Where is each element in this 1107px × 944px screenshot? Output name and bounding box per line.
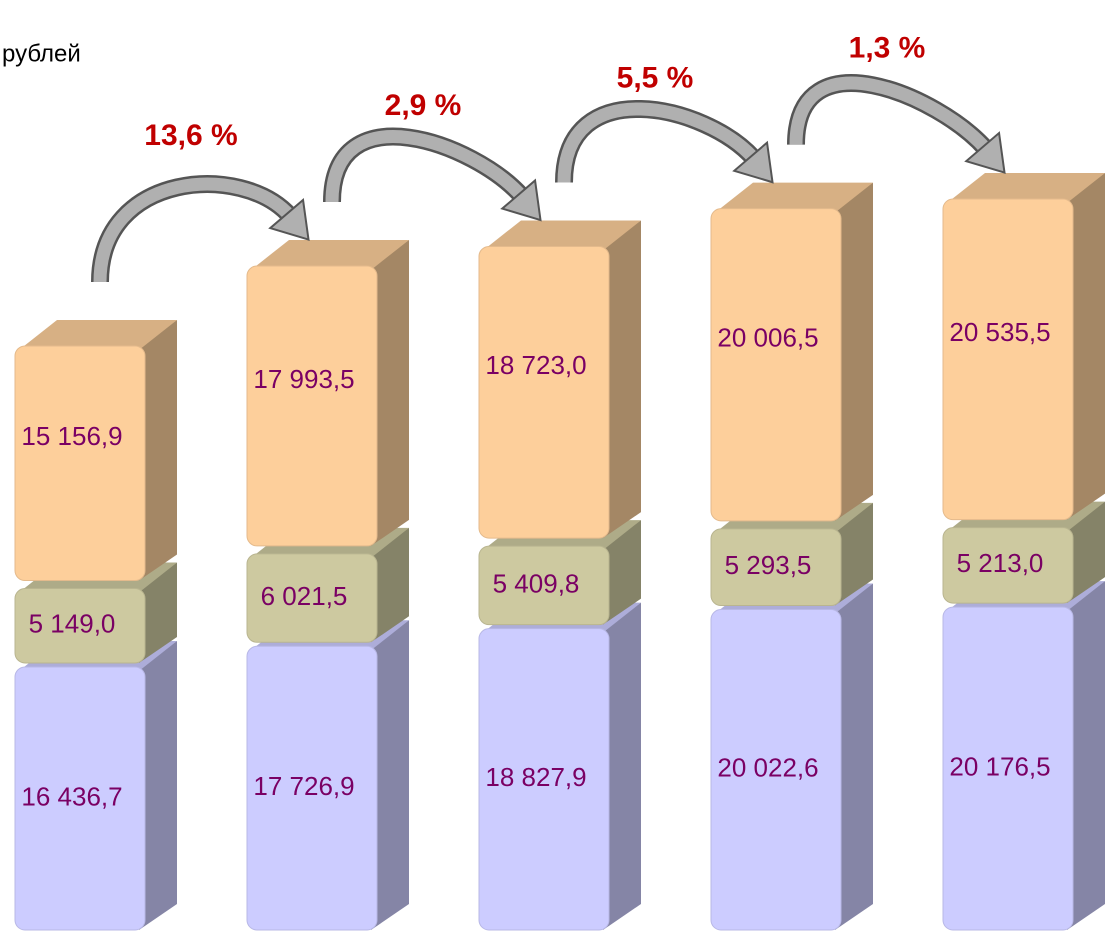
bar-side (835, 583, 873, 930)
bar-side (1067, 173, 1105, 520)
annotation: 1,3 % (849, 32, 926, 65)
bar-top (19, 319, 177, 350)
bar (710, 208, 842, 522)
bar-side (371, 239, 409, 546)
bar-side (603, 602, 641, 930)
arrow-head (964, 131, 1006, 174)
bar-side (835, 502, 873, 606)
bar-side (139, 319, 177, 581)
bar-side (603, 220, 641, 539)
arrow-head (500, 178, 542, 222)
annotation: 2,9 % (385, 89, 462, 122)
bar-side (1067, 501, 1105, 604)
value-label: 20 176,5 (949, 751, 1050, 781)
bar (246, 553, 378, 643)
bar (478, 245, 610, 539)
bar-side (371, 527, 409, 643)
bar-side (1067, 581, 1105, 930)
bar (942, 606, 1074, 931)
arrow (557, 102, 759, 183)
arrow (93, 177, 295, 283)
bar (710, 609, 842, 931)
value-label: 20 535,5 (949, 317, 1050, 347)
bar (942, 198, 1074, 521)
value-label: 20 022,6 (717, 753, 818, 783)
bar (478, 628, 610, 931)
bar-top (483, 220, 641, 251)
value-label: 6 021,5 (261, 581, 348, 611)
value-label: 5 213,0 (957, 548, 1044, 578)
bar (710, 528, 842, 607)
value-label: 5 293,5 (725, 550, 812, 580)
bar-side (603, 520, 641, 625)
bar (478, 545, 610, 626)
bar (246, 265, 378, 547)
value-label: 18 723,0 (485, 350, 586, 380)
value-label: 20 006,5 (717, 323, 818, 353)
value-label: 16 436,7 (21, 781, 122, 811)
annotation: 13,6 % (144, 119, 237, 152)
value-label: 18 827,9 (485, 762, 586, 792)
bar-side (835, 182, 873, 521)
bar (14, 588, 146, 664)
bar-top (251, 239, 409, 270)
bar (14, 345, 146, 582)
arrow (325, 130, 527, 203)
bar (942, 527, 1074, 604)
value-label: 5 149,0 (29, 609, 116, 639)
value-label: 5 409,8 (493, 568, 580, 598)
bar-side (139, 562, 177, 663)
arrow-head (732, 140, 774, 184)
value-label: 17 726,9 (253, 771, 354, 801)
arrow (789, 76, 991, 154)
annotation: 5,5 % (617, 62, 694, 95)
value-label: 15 156,9 (21, 421, 122, 451)
bar-top (947, 173, 1105, 203)
bar-side (139, 640, 177, 930)
unit-label: рублей (2, 40, 81, 67)
arrow-head (268, 198, 310, 241)
bar-side (371, 620, 409, 930)
value-label: 17 993,5 (253, 364, 354, 394)
bar-top (715, 182, 873, 213)
bar (246, 645, 378, 931)
bar (14, 666, 146, 931)
